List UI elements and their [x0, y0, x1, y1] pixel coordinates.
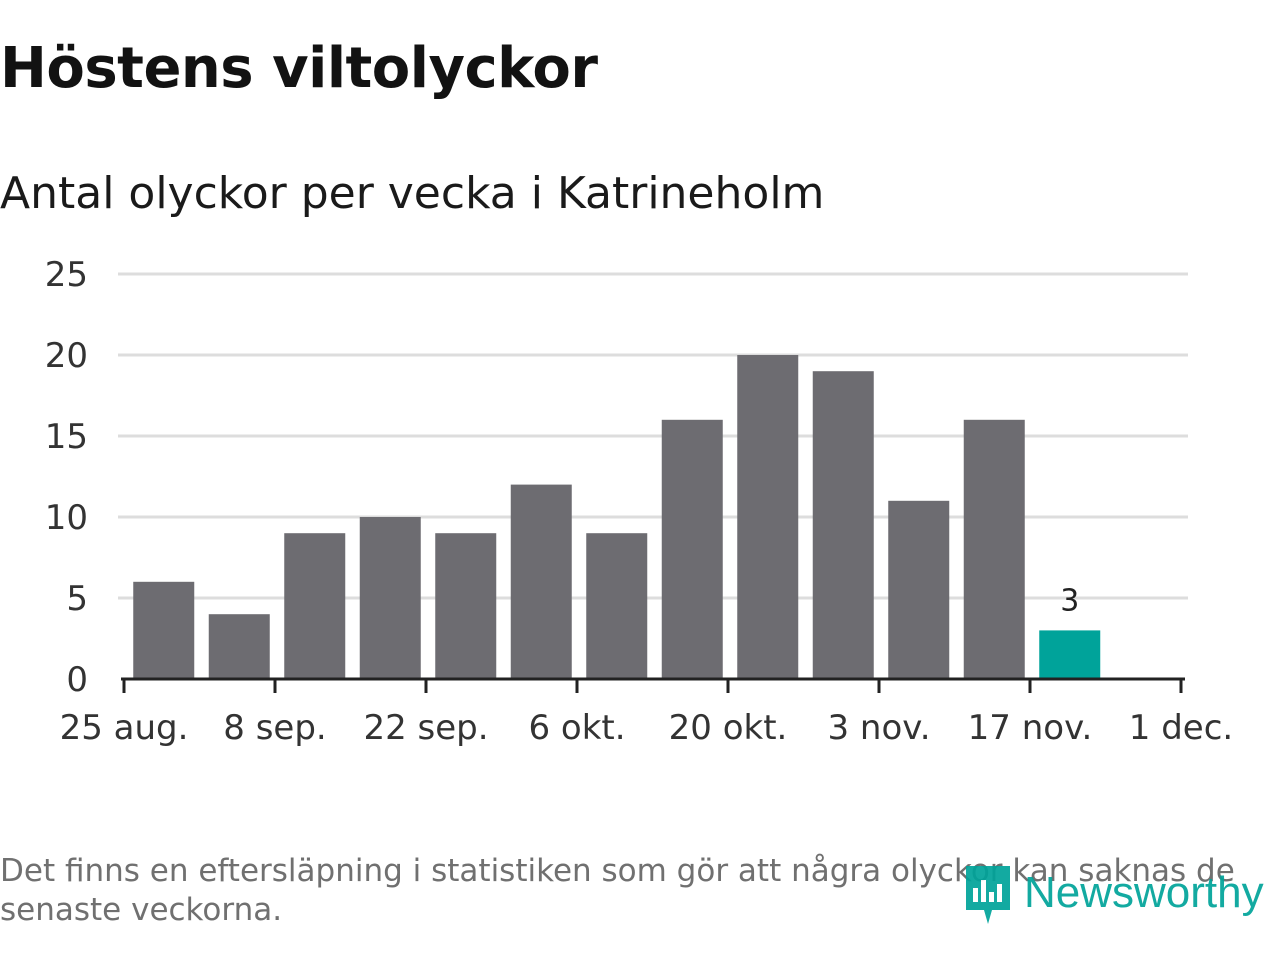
bar [737, 355, 799, 679]
bar [359, 517, 421, 679]
bar [1039, 630, 1101, 679]
x-tick-label: 17 nov. [968, 708, 1093, 748]
x-tick-label: 20 okt. [669, 708, 788, 748]
bar [888, 500, 950, 679]
y-tick-label: 20 [45, 336, 88, 376]
x-tick-label: 8 sep. [223, 708, 326, 748]
y-tick-label: 0 [66, 660, 88, 700]
y-tick-label: 25 [45, 255, 88, 295]
bar [963, 419, 1025, 679]
bar [133, 581, 195, 679]
bar [435, 533, 497, 679]
bar [284, 533, 346, 679]
y-tick-label: 10 [45, 498, 88, 538]
chart-subtitle: Antal olyckor per vecka i Katrineholm [0, 168, 825, 219]
footnote: Det finns en eftersläpning i statistiken… [0, 853, 1235, 928]
chart-title: Höstens viltolyckor [0, 36, 598, 101]
x-tick-label: 25 aug. [60, 708, 189, 748]
newsworthy-logo-icon [966, 866, 1010, 924]
bar [812, 371, 874, 679]
bar [208, 614, 270, 679]
newsworthy-logo: Newsworthy [962, 858, 1264, 928]
y-tick-label: 15 [45, 417, 88, 457]
x-tick-label: 6 okt. [528, 708, 625, 748]
newsworthy-logo-text: Newsworthy [1024, 868, 1264, 917]
bar [661, 419, 723, 679]
data-label: 3 [1060, 583, 1079, 618]
y-tick-label: 5 [66, 579, 88, 619]
bar-chart: 0 5 10 15 20 25 3 25 aug. 8 sep. 22 sep. 6 okt. 20 … [45, 255, 1233, 748]
x-tick-label: 3 nov. [827, 708, 930, 748]
bar [510, 484, 572, 679]
x-tick-label: 1 dec. [1129, 708, 1233, 748]
bar [586, 533, 648, 679]
x-tick-label: 22 sep. [363, 708, 488, 748]
